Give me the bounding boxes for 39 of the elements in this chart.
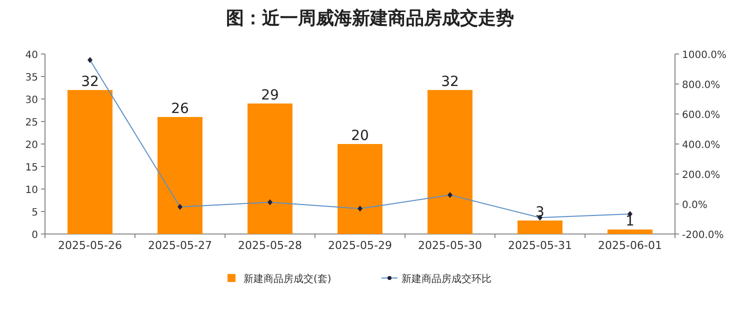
y2-tick-label: 200.0% [682,170,720,181]
x-tick-label: 2025-05-27 [148,239,212,252]
x-tick-label: 2025-05-30 [418,239,482,252]
x-tick-label: 2025-05-31 [508,239,572,252]
data-label: 32 [81,74,99,90]
data-label: 29 [261,88,279,104]
bar [428,90,472,234]
bar [158,117,202,234]
y2-tick-label: 600.0% [682,110,720,121]
y-tick-label: 25 [25,118,38,128]
data-label: 20 [351,128,369,144]
y-tick-label: 35 [25,72,38,84]
y-tick-label: 5 [32,208,38,218]
y2-tick-label: 0.0% [682,200,708,211]
y2-tick-label: 800.0% [682,80,720,91]
data-label: 32 [441,74,459,90]
y-tick-label: 20 [25,140,38,151]
bar [518,220,562,234]
bar [608,230,652,234]
bar [338,144,382,234]
x-tick-label: 2025-05-26 [58,239,122,252]
y-tick-label: 10 [25,185,38,196]
data-label: 26 [171,101,189,117]
legend-label: 新建商品房成交(套) [244,273,332,285]
y-tick-label: 15 [25,162,38,174]
legend-label: 新建商品房成交环比 [402,273,492,285]
x-tick-label: 2025-06-01 [598,239,662,252]
x-tick-label: 2025-05-28 [238,239,302,252]
chart-title: 图：近一周威海新建商品房成交走势 [226,8,514,29]
y2-tick-label: 1000.0% [682,50,726,61]
y2-tick-label: 400.0% [682,140,720,151]
y-tick-label: 30 [25,95,38,106]
bar [248,104,292,234]
x-tick-label: 2025-05-29 [328,239,392,252]
bar [68,90,112,234]
y-tick-label: 0 [32,230,38,241]
y-tick-label: 40 [25,50,38,61]
data-label: 1 [626,214,634,230]
y2-tick-label: -200.0% [682,230,724,241]
